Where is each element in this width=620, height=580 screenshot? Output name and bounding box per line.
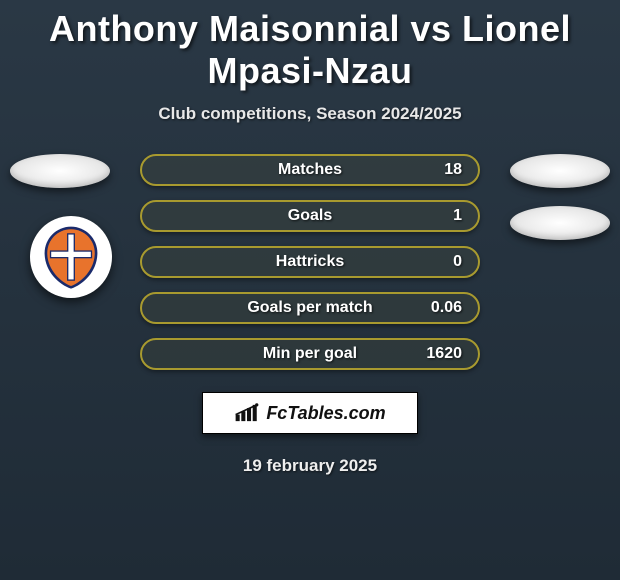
stat-row-hattricks: Hattricks 0	[140, 246, 480, 278]
date-text: 19 february 2025	[0, 456, 620, 476]
stat-value: 1	[453, 207, 462, 225]
club-logo	[30, 216, 112, 298]
stat-label: Goals	[288, 207, 332, 225]
stats-list: Matches 18 Goals 1 Hattricks 0 Goals per…	[140, 154, 480, 370]
stat-row-min-per-goal: Min per goal 1620	[140, 338, 480, 370]
subtitle: Club competitions, Season 2024/2025	[0, 104, 620, 124]
stat-value: 1620	[426, 345, 462, 363]
page-title: Anthony Maisonnial vs Lionel Mpasi-Nzau	[0, 0, 620, 92]
stat-label: Hattricks	[276, 253, 344, 271]
stat-label: Min per goal	[263, 345, 357, 363]
stat-row-goals: Goals 1	[140, 200, 480, 232]
stat-row-goals-per-match: Goals per match 0.06	[140, 292, 480, 324]
player-left-placeholder	[10, 154, 110, 188]
brand-text: FcTables.com	[266, 403, 385, 424]
comparison-content: Matches 18 Goals 1 Hattricks 0 Goals per…	[0, 154, 620, 476]
stat-value: 0.06	[431, 299, 462, 317]
stat-row-matches: Matches 18	[140, 154, 480, 186]
player-right-placeholder-2	[510, 206, 610, 240]
stat-label: Goals per match	[247, 299, 372, 317]
stat-value: 0	[453, 253, 462, 271]
stat-label: Matches	[278, 161, 342, 179]
player-right-placeholder-1	[510, 154, 610, 188]
brand-attribution[interactable]: FcTables.com	[202, 392, 418, 434]
stat-value: 18	[444, 161, 462, 179]
bar-chart-icon	[234, 403, 260, 423]
club-logo-icon	[38, 224, 104, 290]
